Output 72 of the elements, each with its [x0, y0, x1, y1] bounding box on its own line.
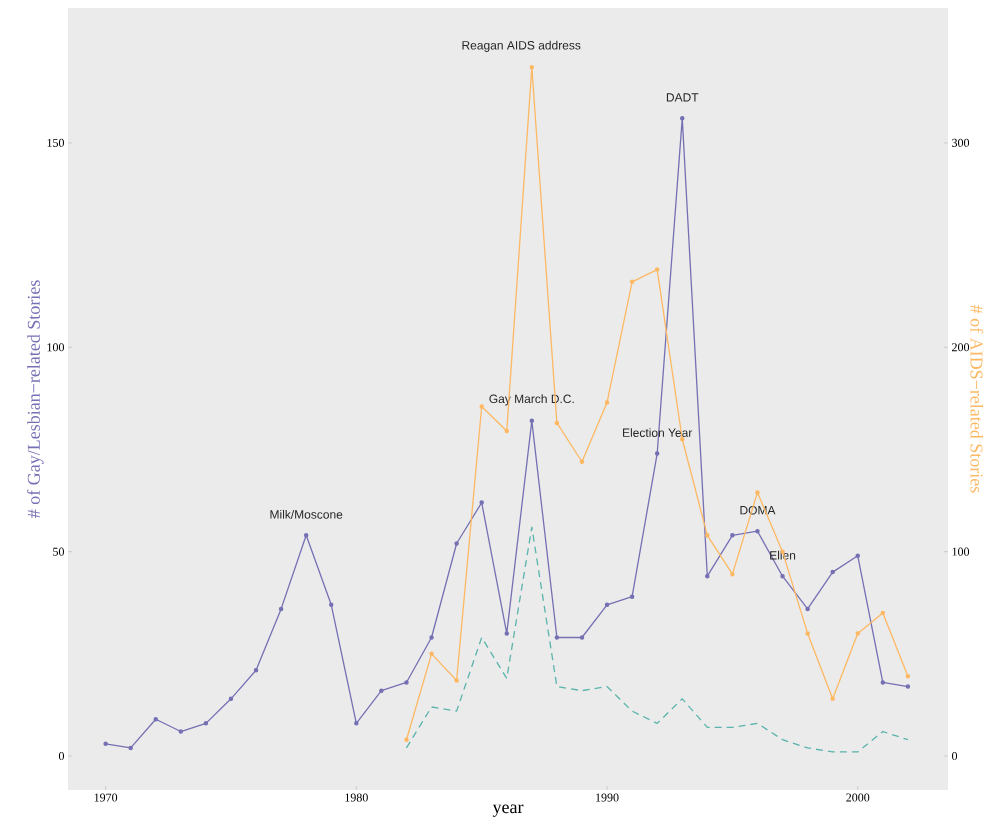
point	[504, 428, 510, 434]
y-tick-label: 100	[47, 343, 65, 352]
annotation: Milk/Moscone	[270, 509, 343, 519]
point	[178, 729, 184, 734]
x-tick-label: 1990	[596, 793, 619, 802]
point	[830, 696, 835, 702]
x-tick-label: 1980	[345, 793, 368, 802]
y2-axis-title: # of AIDS−related Stories	[970, 305, 984, 493]
point	[554, 635, 560, 640]
point	[128, 745, 133, 751]
point	[855, 631, 860, 636]
point	[203, 721, 209, 726]
point	[705, 573, 710, 579]
x-tick-label: 2000	[846, 793, 870, 802]
point	[730, 533, 735, 538]
point	[730, 571, 735, 577]
point	[303, 533, 309, 538]
annotation: Gay March D.C.	[489, 394, 574, 406]
y2-tick-label: 100	[952, 547, 970, 556]
point	[855, 553, 860, 559]
point	[153, 717, 158, 722]
point	[604, 602, 610, 608]
point	[780, 573, 785, 579]
point	[379, 688, 384, 693]
point	[579, 635, 585, 640]
y2-tick-label: 200	[952, 343, 970, 352]
point	[755, 490, 760, 495]
point	[329, 602, 334, 608]
point	[454, 678, 459, 683]
annotation: Reagan AIDS address	[462, 40, 581, 52]
y2-tick-label: 0	[952, 752, 958, 761]
point	[479, 500, 484, 505]
point	[805, 631, 810, 636]
point	[680, 116, 685, 121]
point	[805, 606, 810, 612]
point	[705, 533, 710, 538]
point	[579, 459, 585, 464]
point	[253, 667, 259, 673]
point	[454, 541, 459, 546]
point	[880, 680, 886, 685]
point	[228, 696, 234, 702]
point	[278, 606, 284, 612]
y-tick-label: 0	[58, 752, 65, 761]
point	[680, 437, 685, 442]
point	[830, 569, 835, 575]
annotation: Election Year	[623, 428, 693, 437]
point	[629, 279, 635, 285]
annotation: DADT	[666, 93, 699, 102]
point	[354, 721, 359, 726]
y-axis-title: # of Gay/Lesbian−related Stories	[27, 280, 44, 518]
line-series	[405, 526, 909, 753]
point	[554, 420, 560, 426]
point	[429, 651, 434, 657]
point	[880, 610, 886, 616]
point	[755, 528, 760, 534]
point	[404, 737, 409, 742]
point	[529, 418, 535, 424]
point	[479, 404, 484, 409]
y-tick-label: 50	[53, 547, 65, 556]
point	[103, 741, 108, 747]
x-axis-title: year	[492, 804, 524, 817]
point	[529, 65, 535, 70]
x-tick-label: 1970	[94, 793, 118, 802]
point	[604, 400, 610, 405]
point	[504, 631, 509, 636]
point	[629, 594, 635, 599]
point	[654, 267, 660, 272]
y-tick-label: 150	[47, 138, 65, 147]
point	[905, 684, 911, 689]
point	[654, 451, 660, 456]
y2-tick-label: 300	[952, 138, 970, 147]
point	[905, 674, 911, 679]
